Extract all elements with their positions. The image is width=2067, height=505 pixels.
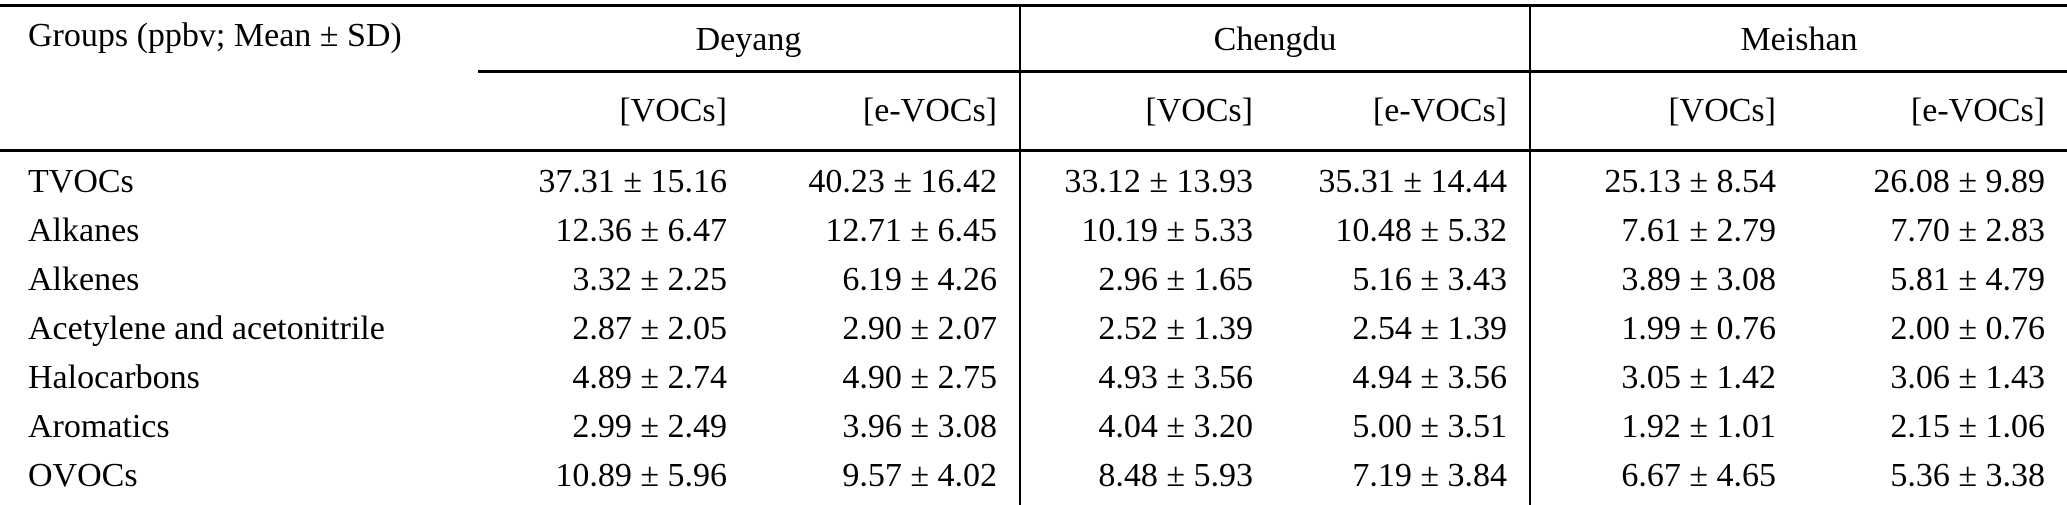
- cell-value: 35.31 ± 14.44: [1318, 162, 1507, 200]
- cell-value: 10.48 ± 5.32: [1335, 211, 1507, 249]
- row-label: TVOCs: [28, 162, 134, 200]
- cell-value: 2.96 ± 1.65: [1019, 255, 1275, 304]
- cell-value: 2.54 ± 1.39: [1352, 309, 1507, 347]
- city-header-row: Groups (ppbv; Mean ± SD) Deyang Chengdu …: [0, 5, 2067, 152]
- cell-value: 4.94 ± 3.56: [1352, 358, 1507, 396]
- city-header-deyang: Deyang: [478, 5, 1020, 73]
- cell-value: 7.61 ± 2.79: [1529, 206, 1798, 255]
- subheader-chengdu-evocs: [e-VOCs]: [1275, 71, 1530, 152]
- cell-value: 25.13 ± 8.54: [1529, 150, 1798, 206]
- cell-value: 4.90 ± 2.75: [842, 358, 997, 396]
- cell-value: 7.70 ± 2.83: [1890, 211, 2045, 249]
- cell-value: 3.05 ± 1.42: [1529, 353, 1798, 402]
- cell-value: 2.87 ± 2.05: [572, 309, 727, 347]
- cell-value: 3.32 ± 2.25: [572, 260, 727, 298]
- corner-label: Groups (ppbv; Mean ± SD): [0, 5, 478, 152]
- cell-value: 4.93 ± 3.56: [1019, 353, 1275, 402]
- table-row-alkenes: Alkenes 3.32 ± 2.25 6.19 ± 4.26 2.96 ± 1…: [0, 255, 2067, 304]
- cell-value: 37.31 ± 15.16: [538, 162, 727, 200]
- cell-value: 6.19 ± 4.26: [842, 260, 997, 298]
- subheader-meishan-vocs: [VOCs]: [1529, 71, 1798, 152]
- cell-value: 4.89 ± 2.74: [572, 358, 727, 396]
- subcolumn-header-row: [VOCs] [e-VOCs] [VOCs] [e-VOCs] [VOCs] […: [0, 71, 2067, 152]
- city-header-chengdu: Chengdu: [1019, 5, 1530, 73]
- cell-value: 2.52 ± 1.39: [1019, 304, 1275, 353]
- cell-value: 5.00 ± 3.51: [1352, 407, 1507, 445]
- cell-value: 3.89 ± 3.08: [1529, 255, 1798, 304]
- cell-value: 2.99 ± 2.49: [572, 407, 727, 445]
- row-label: Halocarbons: [28, 358, 200, 396]
- table-row-alkanes: Alkanes 12.36 ± 6.47 12.71 ± 6.45 10.19 …: [0, 206, 2067, 255]
- row-label: Acetylene and acetonitrile: [28, 309, 385, 347]
- cell-value: 2.00 ± 0.76: [1890, 309, 2045, 347]
- subheader-deyang-evocs: [e-VOCs]: [749, 71, 1020, 152]
- row-label: OVOCs: [0, 451, 478, 505]
- row-label: Alkanes: [28, 211, 140, 249]
- cell-value: 5.81 ± 4.79: [1890, 260, 2045, 298]
- cell-value: 5.16 ± 3.43: [1352, 260, 1507, 298]
- row-label: Aromatics: [28, 407, 170, 445]
- cell-value: 6.67 ± 4.65: [1529, 451, 1798, 505]
- table-row-acetylene-acetonitrile: Acetylene and acetonitrile 2.87 ± 2.05 2…: [0, 304, 2067, 353]
- cell-value: 2.90 ± 2.07: [842, 309, 997, 347]
- cell-value: 9.57 ± 4.02: [749, 451, 1020, 505]
- subheader-meishan-evocs: [e-VOCs]: [1798, 71, 2067, 152]
- cell-value: 3.96 ± 3.08: [842, 407, 997, 445]
- cell-value: 1.99 ± 0.76: [1529, 304, 1798, 353]
- table-header: Groups (ppbv; Mean ± SD) Deyang Chengdu …: [0, 5, 2067, 152]
- table-row-tvocs: TVOCs 37.31 ± 15.16 40.23 ± 16.42 33.12 …: [0, 150, 2067, 206]
- table-row-aromatics: Aromatics 2.99 ± 2.49 3.96 ± 3.08 4.04 ±…: [0, 402, 2067, 451]
- table-body: TVOCs 37.31 ± 15.16 40.23 ± 16.42 33.12 …: [0, 150, 2067, 505]
- cell-value: 7.19 ± 3.84: [1275, 451, 1530, 505]
- cell-value: 26.08 ± 9.89: [1873, 162, 2045, 200]
- cell-value: 40.23 ± 16.42: [808, 162, 997, 200]
- cell-value: 5.36 ± 3.38: [1798, 451, 2067, 505]
- cell-value: 12.71 ± 6.45: [825, 211, 997, 249]
- city-header-meishan: Meishan: [1529, 5, 2067, 73]
- cell-value: 2.15 ± 1.06: [1890, 407, 2045, 445]
- cell-value: 33.12 ± 13.93: [1019, 150, 1275, 206]
- cell-value: 10.19 ± 5.33: [1019, 206, 1275, 255]
- cell-value: 12.36 ± 6.47: [555, 211, 727, 249]
- voc-concentration-table: Groups (ppbv; Mean ± SD) Deyang Chengdu …: [0, 4, 2067, 505]
- cell-value: 8.48 ± 5.93: [1019, 451, 1275, 505]
- row-label: Alkenes: [28, 260, 140, 298]
- cell-value: 1.92 ± 1.01: [1529, 402, 1798, 451]
- cell-value: 10.89 ± 5.96: [478, 451, 749, 505]
- table-row-halocarbons: Halocarbons 4.89 ± 2.74 4.90 ± 2.75 4.93…: [0, 353, 2067, 402]
- subheader-deyang-vocs: [VOCs]: [478, 71, 749, 152]
- table-row-ovocs: OVOCs 10.89 ± 5.96 9.57 ± 4.02 8.48 ± 5.…: [0, 451, 2067, 505]
- subheader-chengdu-vocs: [VOCs]: [1019, 71, 1275, 152]
- cell-value: 3.06 ± 1.43: [1890, 358, 2045, 396]
- cell-value: 4.04 ± 3.20: [1019, 402, 1275, 451]
